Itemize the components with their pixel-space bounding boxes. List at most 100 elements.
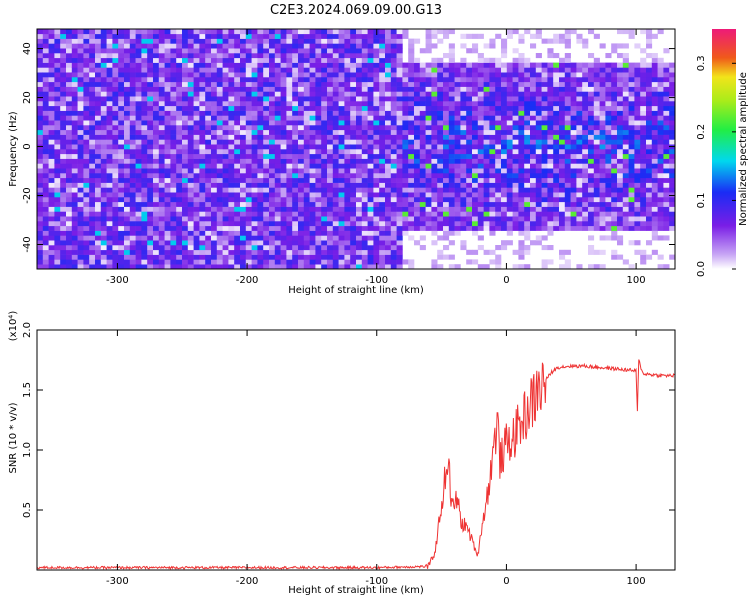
heatmap-cell	[37, 86, 44, 92]
heatmap-cell	[251, 158, 258, 164]
heatmap-cell	[147, 168, 154, 174]
heatmap-cell	[390, 249, 397, 255]
heatmap-cell	[228, 38, 235, 44]
heatmap-cell	[164, 249, 171, 255]
heatmap-cell	[286, 259, 293, 265]
heatmap-cell	[651, 168, 658, 174]
heatmap-cell	[234, 225, 241, 231]
heatmap-cell	[419, 105, 426, 111]
heatmap-cell	[193, 105, 200, 111]
heatmap-cell	[66, 211, 73, 217]
heatmap-cell	[42, 53, 49, 59]
heatmap-cell	[385, 173, 392, 179]
heatmap-cell	[379, 182, 386, 188]
heatmap-cell	[54, 177, 61, 183]
heatmap-cell	[83, 105, 90, 111]
heatmap-cell	[71, 86, 78, 92]
heatmap-cell	[622, 53, 629, 59]
heatmap-cell	[257, 101, 264, 107]
heatmap-cell	[512, 158, 519, 164]
heatmap-cell	[158, 211, 165, 217]
heatmap-cell	[350, 259, 357, 265]
heatmap-cell	[164, 230, 171, 236]
heatmap-cell	[280, 230, 287, 236]
heatmap-cell	[187, 254, 194, 260]
heatmap-cell	[559, 197, 566, 203]
heatmap-cell	[628, 264, 635, 270]
heatmap-cell	[77, 38, 84, 44]
heatmap-cell	[48, 48, 55, 54]
heatmap-cell	[373, 115, 380, 121]
heatmap-cell	[402, 129, 409, 135]
heatmap-cell	[414, 139, 421, 145]
heatmap-cell	[338, 57, 345, 63]
heatmap-cell	[524, 206, 531, 212]
heatmap-cell	[657, 139, 664, 145]
heatmap-cell	[228, 67, 235, 73]
heatmap-cell	[315, 86, 322, 92]
heatmap-cell	[222, 259, 229, 265]
heatmap-cell	[582, 216, 589, 222]
heatmap-cell	[646, 144, 653, 150]
heatmap-cell	[71, 249, 78, 255]
heatmap-cell	[54, 201, 61, 207]
heatmap-cell	[408, 187, 415, 193]
heatmap-cell	[37, 149, 44, 155]
heatmap-cell	[524, 230, 531, 236]
heatmap-cell	[356, 115, 363, 121]
heatmap-cell	[605, 110, 612, 116]
heatmap-cell	[60, 158, 67, 164]
heatmap-cell	[42, 62, 49, 68]
heatmap-cell	[599, 249, 606, 255]
heatmap-cell	[640, 96, 647, 102]
heatmap-cell	[588, 125, 595, 131]
heatmap-cell	[385, 53, 392, 59]
heatmap-cell	[199, 129, 206, 135]
heatmap-cell	[211, 168, 218, 174]
heatmap-cell	[303, 110, 310, 116]
heatmap-cell	[286, 230, 293, 236]
heatmap-cell	[564, 110, 571, 116]
heatmap-cell	[71, 144, 78, 150]
heatmap-cell	[367, 216, 374, 222]
heatmap-cell	[129, 259, 136, 265]
heatmap-cell	[593, 101, 600, 107]
heatmap-cell	[576, 77, 583, 83]
heatmap-cell	[77, 53, 84, 59]
heatmap-cell	[106, 29, 113, 35]
heatmap-cell	[263, 129, 270, 135]
heatmap-cell	[292, 110, 299, 116]
heatmap-cell	[576, 163, 583, 169]
heatmap-cell	[245, 38, 252, 44]
heatmap-cell	[605, 129, 612, 135]
heatmap-cell	[205, 168, 212, 174]
heatmap-cell	[338, 110, 345, 116]
heatmap-cell	[640, 259, 647, 265]
heatmap-cell	[315, 81, 322, 87]
heatmap-cell	[535, 53, 542, 59]
heatmap-cell	[100, 245, 107, 251]
heatmap-cell	[193, 81, 200, 87]
heatmap-cell	[280, 168, 287, 174]
heatmap-cell	[338, 168, 345, 174]
heatmap-cell	[141, 259, 148, 265]
heatmap-cell	[483, 139, 490, 145]
heatmap-cell	[617, 101, 624, 107]
heatmap-cell	[454, 86, 461, 92]
heatmap-cell	[263, 134, 270, 140]
heatmap-cell	[385, 230, 392, 236]
heatmap-cell	[37, 216, 44, 222]
heatmap-cell	[379, 149, 386, 155]
heatmap-cell	[454, 139, 461, 145]
heatmap-cell	[71, 245, 78, 251]
heatmap-cell	[530, 168, 537, 174]
heatmap-cell	[361, 110, 368, 116]
heatmap-cell	[153, 72, 160, 78]
heatmap-cell	[199, 96, 206, 102]
heatmap-cell	[402, 153, 409, 159]
heatmap-cell	[646, 105, 653, 111]
heatmap-cell	[60, 177, 67, 183]
heatmap-cell	[216, 86, 223, 92]
heatmap-cell	[309, 211, 316, 217]
heatmap-cell	[315, 91, 322, 97]
